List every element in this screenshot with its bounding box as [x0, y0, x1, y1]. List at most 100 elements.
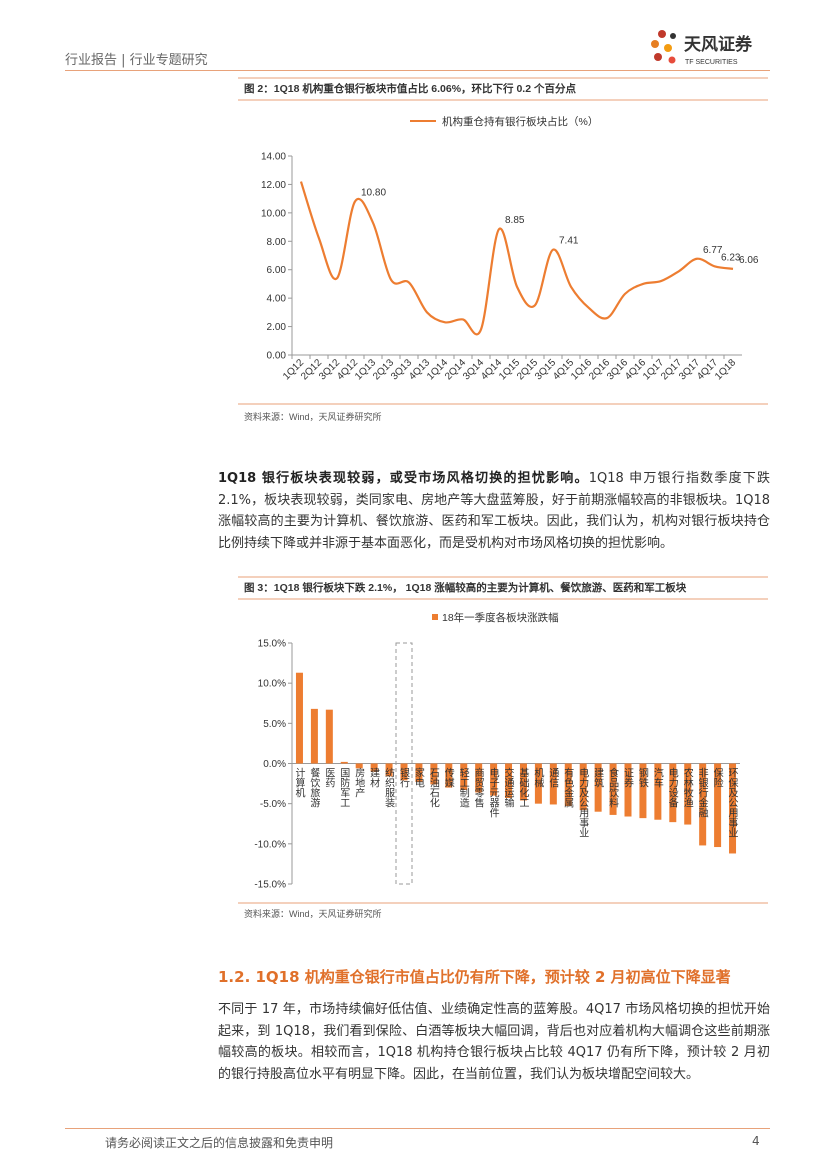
paragraph: 不同于 17 年，市场持续偏好低估值、业绩确定性高的蓝筹股。4Q17 市场风格切… [218, 999, 770, 1085]
y-tick-label: 0.0% [263, 759, 286, 770]
x-tick-label: 保险 [711, 766, 723, 788]
bar [295, 672, 303, 764]
bar [370, 763, 378, 772]
x-tick-label: 医药 [323, 767, 335, 788]
x-tick-label: 电力设备 [666, 766, 678, 808]
y-tick-label: 10.00 [261, 208, 286, 219]
y-tick-label: 12.00 [261, 180, 286, 191]
bar [430, 763, 438, 785]
bar [729, 763, 737, 854]
x-tick-label: 非银行金融 [696, 767, 708, 818]
x-tick-label: 商贸零售 [472, 766, 484, 808]
x-tick-label: 传媒 [442, 767, 454, 788]
x-tick-label: 环保及公用事业 [726, 768, 738, 838]
y-tick-label: -10.0% [254, 839, 286, 850]
bar [519, 763, 527, 801]
figure-2: 图 2：1Q18 机构重仓银行板块市值占比 6.06%，环比下行 0.2 个百分… [238, 77, 768, 422]
x-tick-label: 国防军工 [338, 767, 350, 807]
paragraph-text: 不同于 17 年，市场持续偏好低估值、业绩确定性高的蓝筹股。4Q17 市场风格切… [218, 1002, 770, 1082]
bar [564, 763, 572, 807]
figure-caption: 图 3：1Q18 银行板块下跌 2.1%， 1Q18 涨幅较高的主要为计算机、餐… [244, 581, 687, 594]
data-label: 6.06 [739, 255, 759, 266]
x-tick-label: 建筑 [592, 766, 604, 787]
legend-label: 机构重仓持有银行板块占比（%） [442, 115, 598, 128]
bar [385, 763, 393, 777]
x-tick-label: 纺织服装 [383, 766, 395, 808]
bar [445, 763, 453, 788]
bar [669, 763, 677, 823]
bar [549, 763, 557, 805]
data-label: 10.80 [361, 187, 386, 198]
x-tick-label: 通信 [547, 767, 559, 788]
y-tick-label: -5.0% [260, 799, 286, 810]
line [299, 181, 734, 336]
y-tick-label: 10.0% [258, 679, 286, 690]
x-tick-label: 1Q18 [713, 357, 738, 382]
bar [609, 763, 617, 815]
x-tick-label: 交通运输 [502, 766, 514, 808]
bar [475, 763, 483, 793]
bar [654, 763, 662, 820]
x-tick-label: 电子元器件 [487, 766, 499, 818]
x-tick-label: 银行 [398, 766, 410, 788]
y-tick-label: 2.00 [267, 322, 287, 333]
x-tick-label: 有色金属 [562, 766, 574, 808]
x-tick-label: 机械 [532, 766, 544, 788]
bar [340, 761, 348, 764]
bar [594, 763, 602, 812]
logo-cn: 天风证券 [684, 34, 753, 54]
x-tick-label: 餐饮旅游 [308, 766, 320, 808]
x-tick-label: 计算机 [293, 766, 305, 798]
bar [534, 763, 542, 804]
bar [490, 763, 498, 796]
x-tick-label: 钢铁 [636, 766, 648, 788]
y-tick-label: 4.00 [267, 294, 287, 305]
x-tick-label: 农林牧渔 [681, 766, 693, 808]
bar [684, 763, 692, 825]
y-tick-label: 6.00 [267, 265, 287, 276]
header-label: 行业报告 | 行业专题研究 [65, 53, 208, 68]
x-tick-label: 建材 [368, 766, 380, 787]
x-tick-label: 轻工制造 [457, 766, 469, 807]
data-label: 6.77 [703, 245, 723, 256]
data-label: 6.23 [721, 252, 741, 263]
bar [310, 708, 318, 764]
x-tick-label: 证券 [622, 767, 634, 788]
bar [400, 763, 408, 781]
bar [639, 763, 647, 819]
y-tick-label: 5.0% [263, 719, 286, 730]
y-tick-label: 15.0% [258, 639, 286, 650]
paragraph-lead: 1Q18 银行板块表现较弱，或受市场风格切换的担忧影响。 [218, 471, 589, 486]
page-number: 4 [752, 1134, 760, 1148]
legend-label: 18年一季度各板块涨跌幅 [442, 611, 559, 624]
y-tick-label: 8.00 [267, 237, 287, 248]
y-tick-label: 0.00 [267, 351, 287, 362]
bar [699, 763, 707, 846]
footer-disclaimer: 请务必阅读正文之后的信息披露和免责申明 [105, 1136, 334, 1150]
figure-caption: 图 2：1Q18 机构重仓银行板块市值占比 6.06%，环比下行 0.2 个百分… [244, 82, 576, 95]
paragraph-text: 1Q18 申万银行指数季度下跌 2.1%，板块表现较弱，类同家电、房地产等大盘蓝… [218, 471, 770, 551]
paragraph: 1Q18 银行板块表现较弱，或受市场风格切换的担忧影响。1Q18 申万银行指数季… [218, 468, 770, 554]
logo-en: TF SECURITIES [685, 59, 738, 66]
bar [415, 763, 423, 782]
y-tick-label: -15.0% [254, 880, 286, 891]
legend-swatch [432, 614, 438, 620]
highlight-box [395, 642, 413, 885]
header-rule [65, 70, 770, 71]
y-tick-label: 14.00 [261, 152, 286, 163]
source: 资料来源：Wind，天风证券研究所 [244, 908, 382, 919]
footer-rule [65, 1128, 770, 1129]
figure-3: 图 3：1Q18 银行板块下跌 2.1%， 1Q18 涨幅较高的主要为计算机、餐… [238, 576, 768, 919]
source: 资料来源：Wind，天风证券研究所 [244, 411, 382, 422]
bar [505, 763, 513, 799]
x-tick-label: 家电 [412, 766, 424, 787]
logo: 天风证券 TF SECURITIES [651, 30, 753, 66]
bar [460, 763, 468, 791]
x-tick-label: 汽车 [651, 766, 663, 788]
data-label: 8.85 [505, 215, 525, 226]
x-tick-label: 基础化工 [517, 766, 529, 807]
x-tick-label: 石油石化 [427, 768, 439, 808]
bar [624, 763, 632, 817]
data-label: 7.41 [559, 236, 579, 247]
